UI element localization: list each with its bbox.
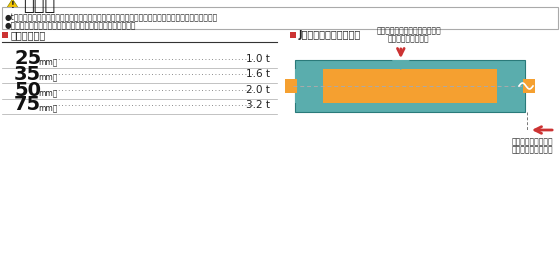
Text: 厚みの方向の亀裂・摩耗などは: 厚みの方向の亀裂・摩耗などは bbox=[376, 26, 441, 35]
Text: 25: 25 bbox=[14, 50, 41, 69]
Text: 3.2 t: 3.2 t bbox=[246, 100, 270, 110]
Bar bbox=[523, 79, 535, 93]
Bar bbox=[497, 69, 525, 103]
Polygon shape bbox=[392, 60, 410, 70]
Text: mm幅: mm幅 bbox=[38, 74, 57, 82]
Text: 35: 35 bbox=[14, 65, 41, 84]
Text: mm幅: mm幅 bbox=[38, 59, 57, 68]
Text: 2.0 t: 2.0 t bbox=[246, 85, 270, 95]
Text: mm幅: mm幅 bbox=[38, 105, 57, 114]
Bar bbox=[295, 69, 323, 103]
Text: ●tーヨーのスリングベルトは十分な安全係数がありますが、最大使用荷重以上は吹らないで下さい。: ●tーヨーのスリングベルトは十分な安全係数がありますが、最大使用荷重以上は吹らな… bbox=[5, 13, 218, 22]
Text: ●吹り角度による使用荷重表をご参照の上、使用して下さい。: ●吹り角度による使用荷重表をご参照の上、使用して下さい。 bbox=[5, 22, 137, 31]
Text: 1.6 t: 1.6 t bbox=[246, 69, 270, 79]
Bar bbox=[290, 32, 296, 38]
Text: 注　意: 注 意 bbox=[23, 0, 55, 14]
Bar bbox=[295, 69, 525, 103]
Bar bbox=[323, 69, 497, 103]
Bar bbox=[2, 32, 8, 38]
Text: ここまでくれば危険: ここまでくれば危険 bbox=[388, 34, 430, 43]
Text: 幅方向の亀裂などは: 幅方向の亀裂などは bbox=[511, 137, 553, 146]
Bar bbox=[2, 7, 558, 29]
Bar bbox=[285, 79, 297, 93]
Text: 75: 75 bbox=[14, 96, 41, 115]
Text: 50: 50 bbox=[14, 80, 41, 99]
Text: ここまでくれば危険: ここまでくれば危険 bbox=[511, 145, 553, 154]
Text: Jスリングベルト断面図: Jスリングベルト断面図 bbox=[299, 30, 361, 40]
Text: 1.0 t: 1.0 t bbox=[246, 54, 270, 64]
Text: mm幅: mm幅 bbox=[38, 89, 57, 98]
Text: 最大使用荷重: 最大使用荷重 bbox=[11, 30, 46, 40]
Polygon shape bbox=[6, 0, 19, 9]
Bar bbox=[295, 60, 525, 112]
Text: !: ! bbox=[11, 1, 15, 10]
